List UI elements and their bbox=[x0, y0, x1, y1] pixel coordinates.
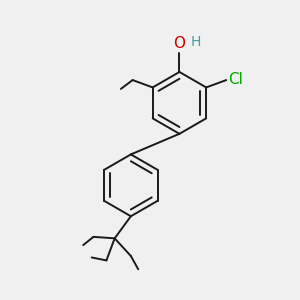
Text: O: O bbox=[173, 36, 185, 51]
Text: H: H bbox=[190, 35, 201, 49]
Text: Cl: Cl bbox=[228, 72, 243, 87]
